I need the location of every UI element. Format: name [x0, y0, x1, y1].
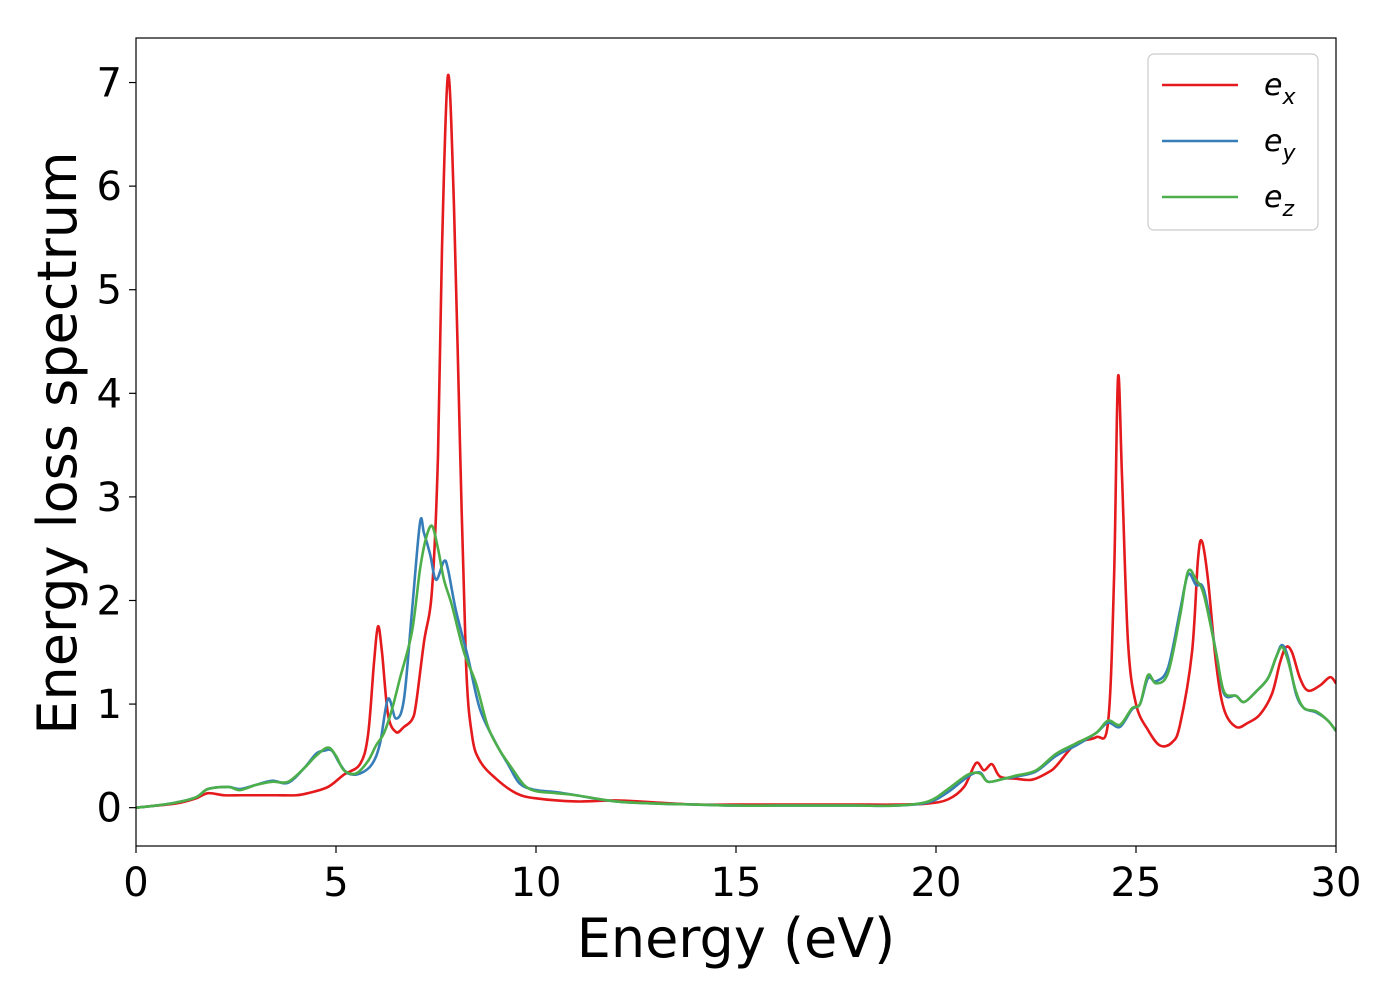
- x-tick-label: 10: [511, 860, 562, 906]
- y-tick-label: 1: [97, 682, 122, 728]
- series-line-e_y: [136, 516, 1336, 809]
- x-tick-label: 20: [911, 860, 962, 906]
- series-line-e_z: [136, 524, 1336, 809]
- y-tick-label: 3: [97, 475, 122, 521]
- x-tick-label: 5: [323, 860, 348, 906]
- y-axis-title: Energy loss spectrum: [26, 151, 89, 734]
- x-axis-title: Energy (eV): [577, 907, 896, 970]
- y-tick-label: 2: [97, 578, 122, 624]
- x-tick-label: 0: [123, 860, 148, 906]
- y-axis-ticks: 0 1 2 3 4 5 6 7: [97, 61, 136, 832]
- x-tick-label: 25: [1111, 860, 1162, 906]
- x-tick-label: 15: [711, 860, 762, 906]
- plot-frame: [135, 37, 1337, 847]
- legend-label-e_z: ez: [1264, 180, 1294, 222]
- y-tick-label: 0: [97, 786, 122, 832]
- y-tick-label: 7: [97, 61, 122, 107]
- legend-label-e_x: ex: [1264, 68, 1296, 110]
- y-tick-label: 5: [97, 268, 122, 314]
- legend: ex ey ez: [1147, 53, 1319, 231]
- series-lines: [136, 73, 1336, 809]
- x-axis-ticks: 0 5 10 15 20 25 30: [123, 846, 1361, 906]
- x-tick-label: 30: [1311, 860, 1362, 906]
- legend-label-e_y: ey: [1264, 124, 1296, 166]
- y-tick-label: 4: [97, 371, 122, 417]
- y-tick-label: 6: [97, 164, 122, 210]
